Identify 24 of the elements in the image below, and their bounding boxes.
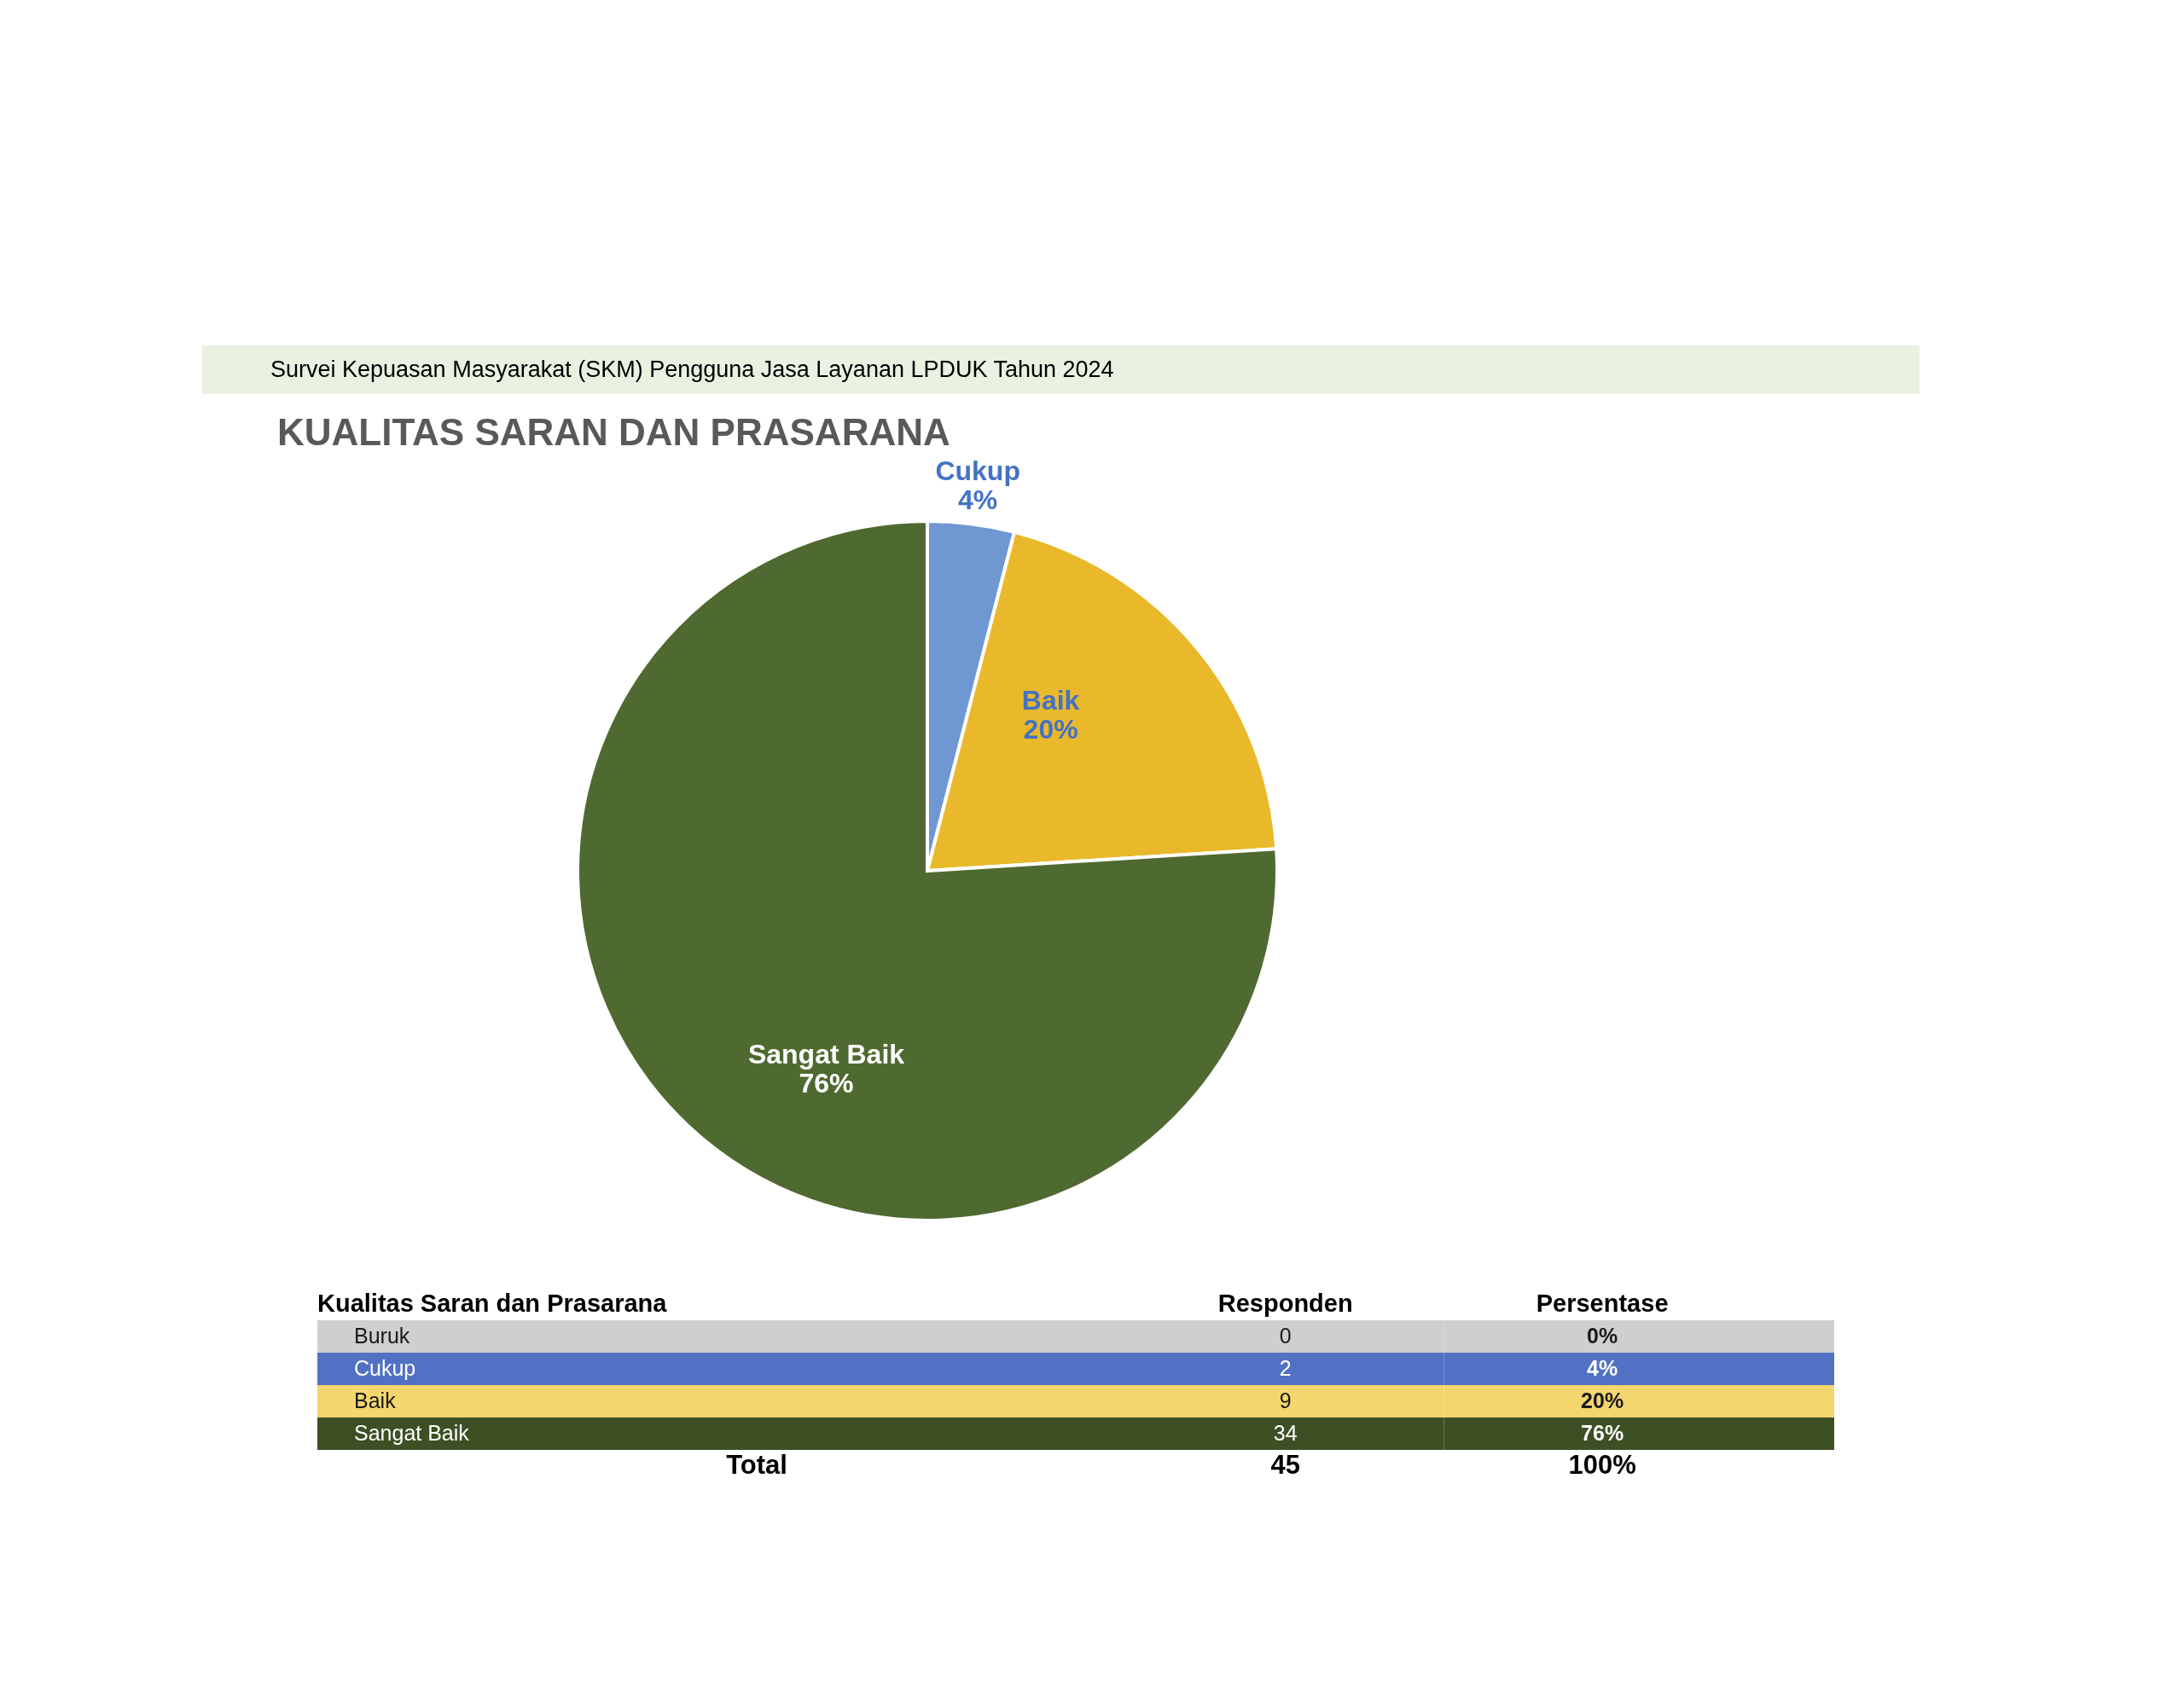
data-label: 76% — [1581, 1421, 1624, 1445]
text: 45 — [1270, 1450, 1300, 1480]
category-label: Cukup — [354, 1356, 416, 1380]
category-label: Buruk — [354, 1324, 410, 1348]
chart-title: KUALITAS SARAN DAN PRASARANA — [277, 410, 950, 453]
text: 100% — [1568, 1450, 1636, 1480]
data-label: 4% — [1587, 1356, 1618, 1380]
slice-label: Cukup — [935, 455, 1020, 486]
category-label: Baik — [354, 1388, 397, 1412]
data-label: 0% — [1587, 1324, 1618, 1348]
text: Kualitas Saran dan Prasarana — [317, 1290, 668, 1317]
series-label: Responden — [1217, 1290, 1353, 1317]
data-label: 20% — [1581, 1388, 1624, 1412]
category-label: Sangat Baik — [354, 1421, 470, 1445]
text: Total — [726, 1450, 787, 1480]
data-label: 2 — [1279, 1356, 1292, 1380]
series-label: Persentase — [1536, 1290, 1669, 1317]
data-label: 4% — [958, 484, 998, 515]
data-label: 0 — [1279, 1324, 1292, 1348]
slice-label: Baik — [1021, 684, 1080, 716]
data-label: 20% — [1023, 713, 1078, 745]
chart-subtitle: Survei Kepuasan Masyarakat (SKM) Pengguna Jasa Layanan LPDUK Tahun 2024 — [270, 357, 1114, 382]
data-label: 9 — [1279, 1388, 1292, 1412]
data-label: 34 — [1273, 1421, 1298, 1445]
